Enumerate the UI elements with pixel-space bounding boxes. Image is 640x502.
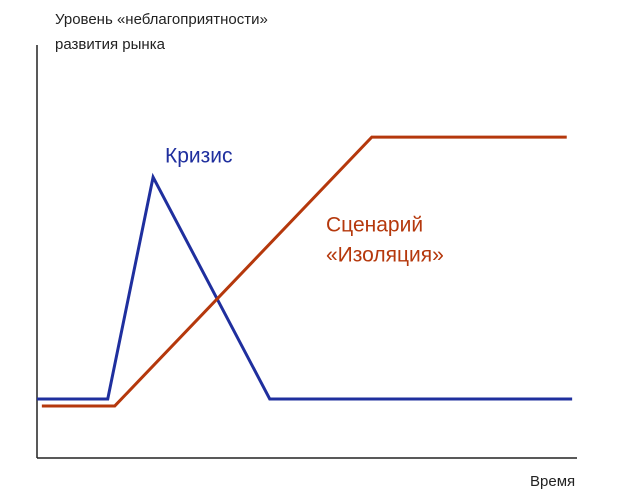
- x-axis-label: Время: [530, 473, 575, 490]
- annotation: Кризис: [165, 145, 233, 168]
- y-axis-label: Уровень «неблагоприятности»: [55, 11, 268, 28]
- annotation: Сценарий: [326, 214, 423, 237]
- annotation: «Изоляция»: [326, 244, 444, 267]
- series-line: [41, 135, 567, 408]
- y-axis-label: развития рынка: [55, 36, 166, 53]
- series-line: [37, 172, 573, 401]
